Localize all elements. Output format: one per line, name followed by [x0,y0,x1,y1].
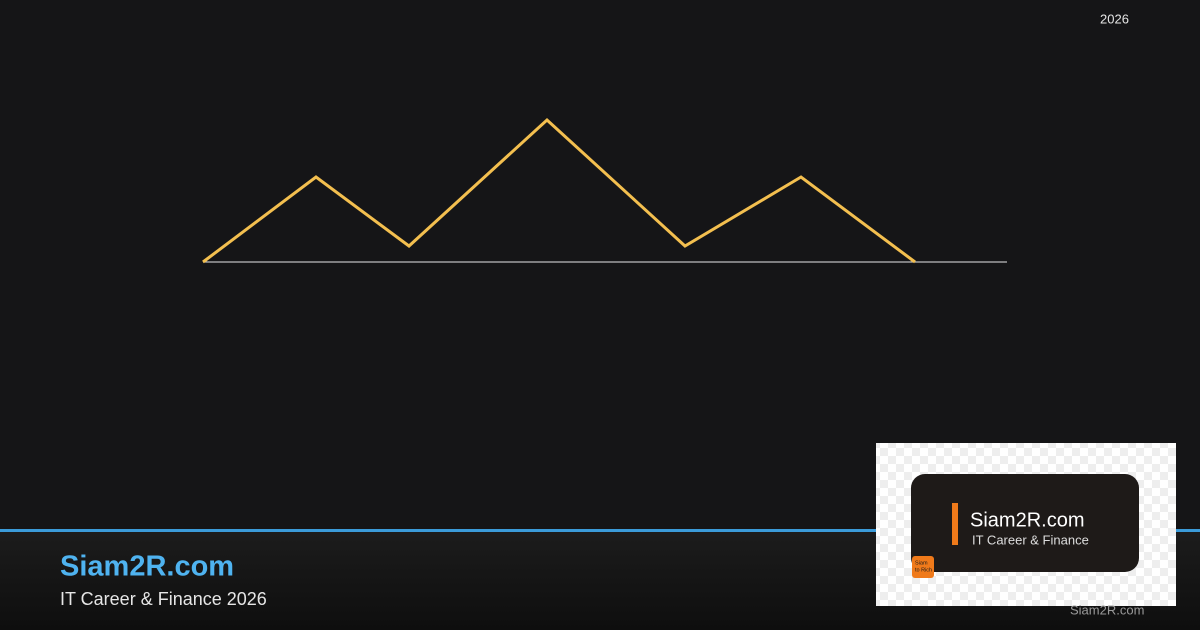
accent-line [0,529,1200,532]
brand-title: Siam2R.com [60,551,234,583]
badge [911,474,1139,572]
badge-accent [952,503,958,545]
badge-subtitle: IT Career & Finance [972,532,1089,547]
badge-title: Siam2R.com [970,509,1084,531]
logo-text: to Rich [915,567,932,573]
pattern-line [202,117,916,264]
watermark: Siam2R.com [1070,602,1144,617]
year-label: 2026 [1100,11,1129,26]
logo-text: Siam [915,560,928,566]
badge-logo [912,556,934,578]
brand-subtitle: IT Career & Finance 2026 [60,589,267,609]
